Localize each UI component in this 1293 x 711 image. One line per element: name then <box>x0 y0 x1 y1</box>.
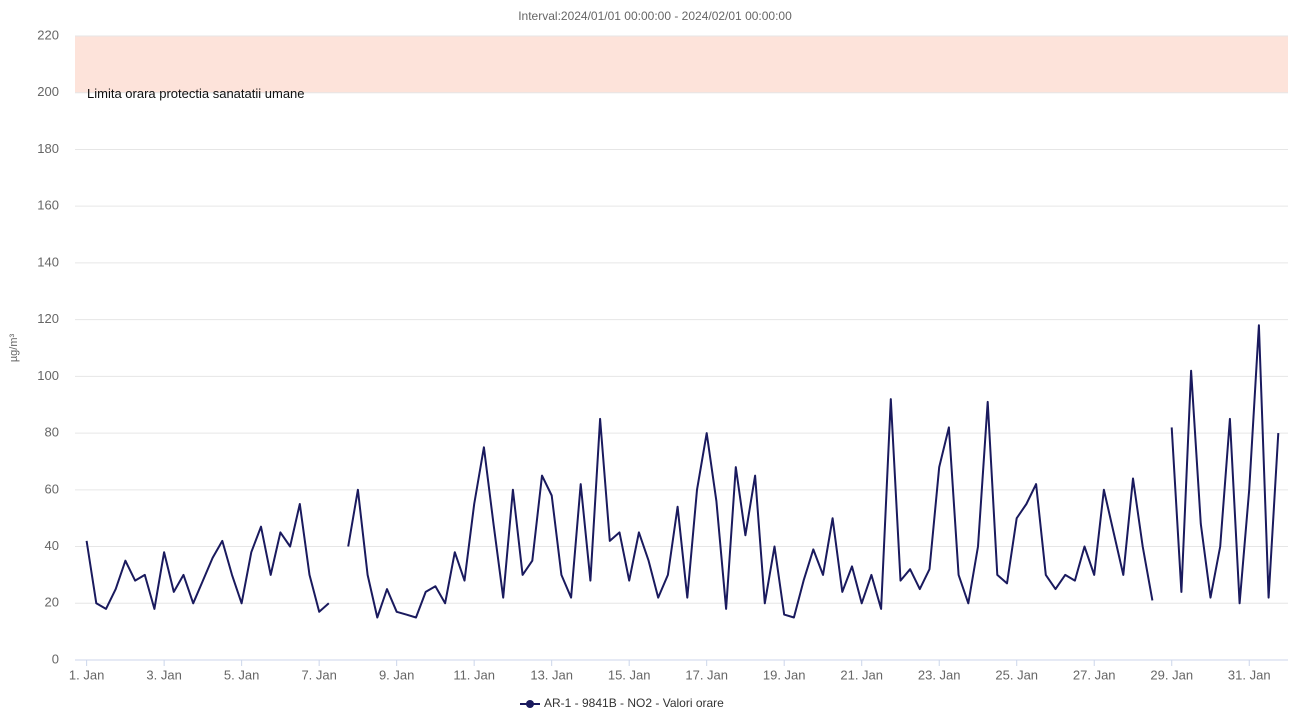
y-tick-label: 140 <box>37 254 59 269</box>
y-tick-label: 0 <box>52 651 59 666</box>
x-tick-label: 1. Jan <box>69 667 104 682</box>
x-tick-label: 31. Jan <box>1228 667 1271 682</box>
y-tick-label: 100 <box>37 368 59 383</box>
x-tick-label: 23. Jan <box>918 667 961 682</box>
x-tick-label: 25. Jan <box>995 667 1038 682</box>
y-tick-label: 160 <box>37 198 59 213</box>
plot-band <box>75 36 1288 93</box>
legend-label: AR-1 - 9841B - NO2 - Valori orare <box>544 696 724 710</box>
y-tick-label: 40 <box>45 538 59 553</box>
y-tick-label: 80 <box>45 425 59 440</box>
x-tick-label: 19. Jan <box>763 667 806 682</box>
y-tick-label: 120 <box>37 311 59 326</box>
x-tick-label: 5. Jan <box>224 667 259 682</box>
x-tick-label: 21. Jan <box>840 667 883 682</box>
x-tick-label: 13. Jan <box>530 667 573 682</box>
data-line <box>85 503 330 613</box>
data-line <box>347 398 1154 619</box>
x-tick-label: 29. Jan <box>1150 667 1193 682</box>
chart-title: Interval:2024/01/01 00:00:00 - 2024/02/0… <box>518 9 792 23</box>
x-tick-label: 11. Jan <box>453 667 495 682</box>
legend-marker <box>526 700 534 708</box>
x-tick-label: 27. Jan <box>1073 667 1116 682</box>
data-line <box>1170 324 1280 605</box>
y-tick-label: 60 <box>45 481 59 496</box>
y-tick-label: 180 <box>37 141 59 156</box>
y-axis-label: µg/m³ <box>8 333 20 362</box>
y-tick-label: 200 <box>37 84 59 99</box>
x-tick-label: 15. Jan <box>608 667 651 682</box>
x-tick-label: 9. Jan <box>379 667 414 682</box>
y-tick-label: 20 <box>45 595 59 610</box>
x-tick-label: 17. Jan <box>685 667 728 682</box>
x-tick-label: 7. Jan <box>301 667 336 682</box>
plot-band-label: Limita orara protectia sanatatii umane <box>87 86 305 101</box>
x-tick-label: 3. Jan <box>146 667 181 682</box>
y-tick-label: 220 <box>37 27 59 42</box>
